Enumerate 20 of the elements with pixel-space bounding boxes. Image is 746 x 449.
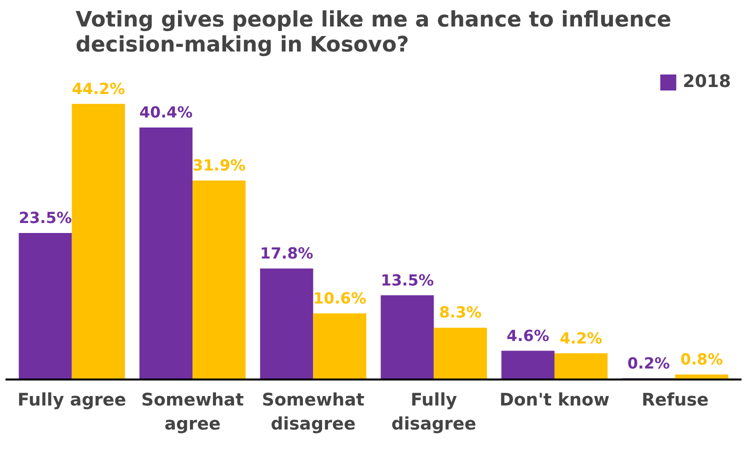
legend-label: 2018: [682, 72, 731, 92]
x-tick-label: Somewhat agree: [141, 390, 244, 434]
data-label: 17.8%: [260, 244, 314, 262]
x-tick-label: Fully agree: [18, 390, 126, 410]
data-label: 44.2%: [72, 80, 126, 98]
data-label: 10.6%: [313, 289, 366, 308]
x-tick-label: Fully disagree: [391, 390, 476, 434]
data-label: 4.6%: [506, 326, 550, 345]
data-label: 4.2%: [560, 329, 602, 348]
data-label: 23.5%: [18, 208, 72, 227]
x-tick-label: Don't know: [499, 390, 610, 410]
x-tick-label: Refuse: [642, 390, 709, 410]
chart-title: Voting gives people like me a chance to influence decision-making in Kosovo?: [76, 8, 672, 58]
data-label: 13.5%: [380, 271, 434, 290]
x-tick-label: Somewhat disagree: [262, 390, 364, 434]
data-label: 0.2%: [627, 354, 670, 372]
data-label: 8.3%: [439, 304, 482, 322]
data-label: 31.9%: [192, 156, 246, 175]
data-label: 0.8%: [680, 350, 723, 369]
data-label: 40.4%: [139, 104, 193, 122]
